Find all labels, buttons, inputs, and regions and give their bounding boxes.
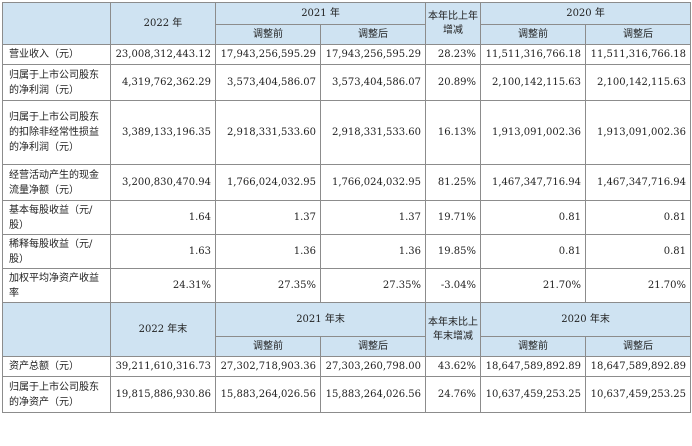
cell-2021-before: 1.37 bbox=[215, 200, 321, 235]
cell-2020-after: 0.81 bbox=[585, 234, 692, 269]
cell-2020-after: 18,647,589,892.89 bbox=[585, 356, 692, 377]
cell-2022: 3,389,133,196.35 bbox=[110, 100, 216, 165]
header-2020-before: 调整前 bbox=[480, 336, 587, 357]
cell-change: -3.04% bbox=[425, 268, 482, 303]
cell-change: 28.23% bbox=[425, 44, 482, 65]
cell-2021-after: 1.36 bbox=[319, 234, 427, 269]
cell-2021-after: 3,573,404,586.07 bbox=[319, 64, 427, 101]
cell-2021-after: 1,766,024,032.95 bbox=[319, 164, 427, 201]
header-blank-cell bbox=[2, 302, 111, 357]
header-2020-after: 调整后 bbox=[585, 24, 692, 45]
cell-2021-after: 1.37 bbox=[319, 200, 427, 235]
cell-2022: 1.64 bbox=[110, 200, 216, 235]
row-label: 经营活动产生的现金流量净额（元） bbox=[2, 164, 111, 201]
cell-change: 43.62% bbox=[425, 356, 482, 377]
cell-2021-before: 27.35% bbox=[215, 268, 321, 303]
cell-2020-before: 10,637,459,253.25 bbox=[480, 376, 587, 413]
cell-2020-before: 1,467,347,716.94 bbox=[480, 164, 587, 201]
cell-2021-before: 2,918,331,533.60 bbox=[215, 100, 321, 165]
row-label: 归属于上市公司股东的净利润（元） bbox=[2, 64, 111, 101]
header-year-end-2021: 2021 年末 bbox=[214, 302, 427, 337]
cell-2020-after: 1,467,347,716.94 bbox=[585, 164, 692, 201]
header-year-2021: 2021 年 bbox=[214, 2, 427, 25]
cell-2020-before: 1,913,091,002.36 bbox=[480, 100, 587, 165]
table-row: 营业收入（元） 23,008,312,443.12 17,943,256,595… bbox=[2, 44, 692, 65]
cell-change: 20.89% bbox=[425, 64, 482, 101]
cell-change: 81.25% bbox=[425, 164, 482, 201]
cell-2020-before: 2,100,142,115.63 bbox=[480, 64, 587, 101]
cell-2020-after: 1,913,091,002.36 bbox=[585, 100, 692, 165]
cell-2020-after: 21.70% bbox=[585, 268, 692, 303]
cell-2021-after: 2,918,331,533.60 bbox=[319, 100, 427, 165]
cell-2022: 23,008,312,443.12 bbox=[110, 44, 216, 65]
header-2020-before: 调整前 bbox=[480, 24, 587, 45]
row-label: 归属于上市公司股东的净资产（元） bbox=[2, 376, 111, 413]
cell-2021-before: 27,302,718,903.36 bbox=[215, 356, 321, 377]
table-row: 加权平均净资产收益率 24.31% 27.35% 27.35% -3.04% 2… bbox=[2, 268, 692, 303]
table-row: 归属于上市公司股东的净资产（元） 19,815,886,930.86 15,88… bbox=[2, 376, 692, 413]
table-row: 归属于上市公司股东的扣除非经常性损益的净利润（元） 3,389,133,196.… bbox=[2, 100, 692, 165]
cell-2022: 3,200,830,470.94 bbox=[110, 164, 216, 201]
cell-2020-after: 11,511,316,766.18 bbox=[585, 44, 692, 65]
header-year-end-2020: 2020 年末 bbox=[480, 302, 692, 337]
row-label: 资产总额（元） bbox=[2, 356, 111, 377]
header-blank-cell bbox=[2, 2, 111, 45]
row-label: 基本每股收益（元/股） bbox=[2, 200, 111, 235]
cell-2022: 4,319,762,362.29 bbox=[110, 64, 216, 101]
header-year-end-2022: 2022 年末 bbox=[110, 302, 216, 357]
table-row: 基本每股收益（元/股） 1.64 1.37 1.37 19.71% 0.81 0… bbox=[2, 200, 692, 235]
table-row: 经营活动产生的现金流量净额（元） 3,200,830,470.94 1,766,… bbox=[2, 164, 692, 201]
cell-2021-before: 3,573,404,586.07 bbox=[215, 64, 321, 101]
cell-2020-after: 10,637,459,253.25 bbox=[585, 376, 692, 413]
table-row: 归属于上市公司股东的净利润（元） 4,319,762,362.29 3,573,… bbox=[2, 64, 692, 101]
header-year-2020: 2020 年 bbox=[480, 2, 692, 25]
cell-change: 24.76% bbox=[425, 376, 482, 413]
cell-2021-after: 15,883,264,026.56 bbox=[319, 376, 427, 413]
cell-2020-before: 0.81 bbox=[480, 200, 587, 235]
cell-2020-before: 0.81 bbox=[480, 234, 587, 269]
header-2020-after: 调整后 bbox=[585, 336, 692, 357]
header-2021-before: 调整前 bbox=[215, 336, 321, 357]
cell-2021-before: 15,883,264,026.56 bbox=[215, 376, 321, 413]
header-change-year-end: 本年末比上年末增减 bbox=[425, 302, 482, 357]
header-2021-after: 调整后 bbox=[319, 24, 427, 45]
row-label: 加权平均净资产收益率 bbox=[2, 268, 111, 303]
table-row: 稀释每股收益（元/股） 1.63 1.36 1.36 19.85% 0.81 0… bbox=[2, 234, 692, 269]
cell-2022: 1.63 bbox=[110, 234, 216, 269]
cell-2021-after: 27.35% bbox=[319, 268, 427, 303]
table-row: 资产总额（元） 39,211,610,316.73 27,302,718,903… bbox=[2, 356, 692, 377]
cell-2022: 19,815,886,930.86 bbox=[110, 376, 216, 413]
row-label: 营业收入（元） bbox=[2, 44, 111, 65]
header-year-2022: 2022 年 bbox=[110, 2, 216, 45]
cell-2021-before: 1,766,024,032.95 bbox=[215, 164, 321, 201]
header-change: 本年比上年增减 bbox=[425, 2, 482, 45]
cell-2020-before: 21.70% bbox=[480, 268, 587, 303]
cell-2021-before: 1.36 bbox=[215, 234, 321, 269]
cell-2020-after: 0.81 bbox=[585, 200, 692, 235]
row-label: 归属于上市公司股东的扣除非经常性损益的净利润（元） bbox=[2, 100, 111, 165]
header-2021-before: 调整前 bbox=[215, 24, 321, 45]
row-label: 稀释每股收益（元/股） bbox=[2, 234, 111, 269]
cell-2021-after: 17,943,256,595.29 bbox=[319, 44, 427, 65]
cell-2020-before: 18,647,589,892.89 bbox=[480, 356, 587, 377]
cell-change: 16.13% bbox=[425, 100, 482, 165]
cell-2022: 39,211,610,316.73 bbox=[110, 356, 216, 377]
cell-2020-before: 11,511,316,766.18 bbox=[480, 44, 587, 65]
financial-summary-table: 2022 年 2021 年 本年比上年增减 2020 年 调整前 调整后 调整前… bbox=[2, 2, 692, 413]
cell-change: 19.85% bbox=[425, 234, 482, 269]
cell-change: 19.71% bbox=[425, 200, 482, 235]
cell-2021-before: 17,943,256,595.29 bbox=[215, 44, 321, 65]
cell-2020-after: 2,100,142,115.63 bbox=[585, 64, 692, 101]
cell-2022: 24.31% bbox=[110, 268, 216, 303]
cell-2021-after: 27,303,260,798.00 bbox=[319, 356, 427, 377]
header-2021-after: 调整后 bbox=[319, 336, 427, 357]
